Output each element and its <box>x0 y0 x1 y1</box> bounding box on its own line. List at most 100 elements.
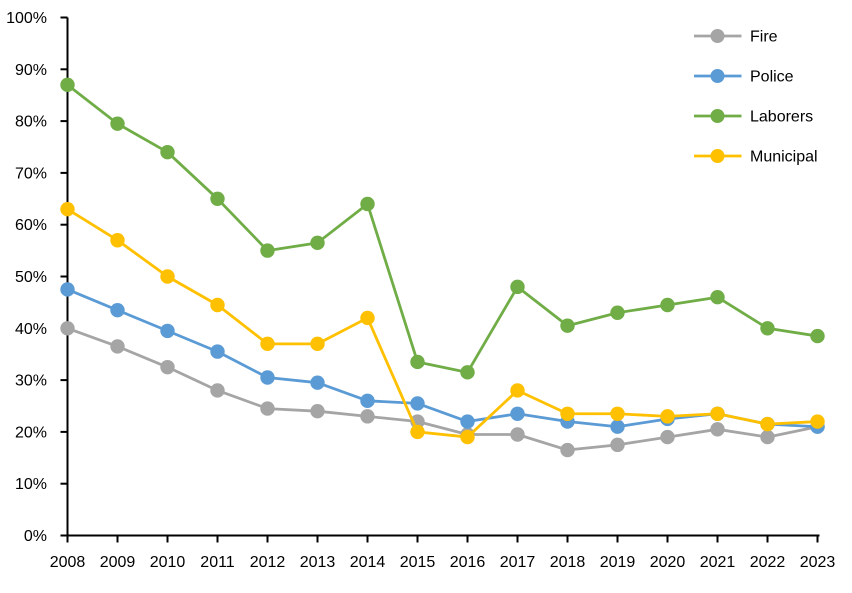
y-tick-label: 80% <box>15 114 47 131</box>
point-municipal-2019 <box>610 406 625 421</box>
point-laborers-2014 <box>360 196 375 212</box>
x-tick-label: 2008 <box>50 554 86 571</box>
point-police-2017 <box>510 406 525 421</box>
series-line-fire <box>66 326 819 452</box>
point-fire-2019 <box>610 437 625 453</box>
y-tick-label: 20% <box>15 424 47 441</box>
series-police <box>60 282 825 434</box>
point-municipal-2010 <box>160 269 175 284</box>
series-line-laborers <box>66 83 819 374</box>
legend-label-fire: Fire <box>750 29 778 46</box>
x-tick-label: 2017 <box>500 554 536 571</box>
x-tick-label: 2021 <box>700 554 736 571</box>
point-fire-2012 <box>260 401 275 416</box>
legend-marker-fire <box>710 29 725 43</box>
point-police-2010 <box>160 323 175 339</box>
y-tick-label: 40% <box>15 321 47 338</box>
y-tick-label: 100% <box>6 10 47 27</box>
point-fire-2013 <box>310 403 325 419</box>
legend-item-fire: Fire <box>694 29 778 46</box>
legend-label-laborers: Laborers <box>750 109 813 126</box>
y-tick-label: 0% <box>24 528 47 545</box>
point-laborers-2021 <box>710 290 725 305</box>
point-municipal-2008 <box>60 201 75 217</box>
x-tick-label: 2016 <box>450 554 486 571</box>
point-laborers-2010 <box>160 144 175 160</box>
x-axis: 2008 2009 2010 2011 2012 2013 2014 2015 2016 2017… <box>50 535 836 571</box>
point-municipal-2018 <box>560 406 575 421</box>
y-tick-label: 60% <box>15 217 47 234</box>
point-laborers-2009 <box>110 116 125 131</box>
point-laborers-2016 <box>460 365 475 380</box>
point-police-2014 <box>360 393 375 409</box>
point-laborers-2012 <box>260 243 275 258</box>
y-tick-label: 10% <box>15 476 47 493</box>
point-laborers-2022 <box>760 321 775 336</box>
y-tick-label: 50% <box>15 269 47 286</box>
point-fire-2008 <box>60 321 75 336</box>
x-tick-label: 2012 <box>250 554 286 571</box>
legend-item-police: Police <box>694 69 794 86</box>
legend-item-municipal: Municipal <box>694 149 818 166</box>
x-tick-label: 2019 <box>600 554 636 571</box>
y-axis: 0% 10% 20% 30% 40% 50% 60% 70% 80% 90% 100% <box>6 10 68 545</box>
legend-marker-police <box>710 69 725 83</box>
x-tick-label: 2018 <box>550 554 586 571</box>
x-tick-label: 2011 <box>200 554 235 571</box>
x-tick-label: 2022 <box>750 554 786 571</box>
point-municipal-2014 <box>360 310 375 326</box>
point-police-2012 <box>260 370 275 385</box>
legend-label-municipal: Municipal <box>750 149 818 166</box>
point-laborers-2008 <box>60 77 75 93</box>
point-police-2011 <box>210 344 225 359</box>
point-police-2013 <box>310 375 325 390</box>
y-tick-label: 30% <box>15 373 47 390</box>
point-fire-2010 <box>160 359 175 375</box>
x-tick-label: 2023 <box>800 554 836 571</box>
point-police-2008 <box>60 282 75 297</box>
point-municipal-2011 <box>210 297 225 313</box>
point-municipal-2013 <box>310 336 325 352</box>
point-fire-2011 <box>210 383 225 398</box>
series-line-police <box>66 288 819 429</box>
point-fire-2021 <box>710 422 725 437</box>
point-laborers-2017 <box>510 279 525 295</box>
point-municipal-2020 <box>660 409 675 424</box>
point-laborers-2015 <box>410 354 425 370</box>
point-laborers-2020 <box>660 297 675 313</box>
x-tick-label: 2020 <box>650 554 686 571</box>
point-police-2016 <box>460 414 475 429</box>
point-municipal-2015 <box>410 424 425 440</box>
point-fire-2020 <box>660 429 675 445</box>
legend-marker-laborers <box>710 109 725 123</box>
legend-item-laborers: Laborers <box>694 109 813 126</box>
y-tick-label: 90% <box>15 62 47 79</box>
legend-label-police: Police <box>750 69 794 86</box>
point-municipal-2012 <box>260 336 275 352</box>
x-tick-label: 2009 <box>100 554 136 571</box>
point-laborers-2013 <box>310 235 325 251</box>
point-fire-2022 <box>760 429 775 445</box>
point-municipal-2016 <box>460 429 475 445</box>
x-tick-label: 2013 <box>300 554 336 571</box>
series-municipal <box>60 201 825 445</box>
point-fire-2017 <box>510 427 525 442</box>
point-laborers-2023 <box>810 328 825 344</box>
point-police-2019 <box>610 419 625 434</box>
point-laborers-2018 <box>560 318 575 333</box>
point-municipal-2022 <box>760 416 775 432</box>
series-laborers <box>60 77 825 380</box>
point-police-2015 <box>410 396 425 411</box>
x-tick-label: 2010 <box>150 554 186 571</box>
point-fire-2009 <box>110 339 125 354</box>
y-tick-label: 70% <box>15 165 47 182</box>
point-police-2009 <box>110 302 125 318</box>
point-municipal-2021 <box>710 406 725 421</box>
point-municipal-2017 <box>510 383 525 398</box>
point-laborers-2019 <box>610 305 625 320</box>
point-fire-2018 <box>560 442 575 458</box>
x-tick-label: 2014 <box>350 554 386 571</box>
point-fire-2014 <box>360 409 375 424</box>
